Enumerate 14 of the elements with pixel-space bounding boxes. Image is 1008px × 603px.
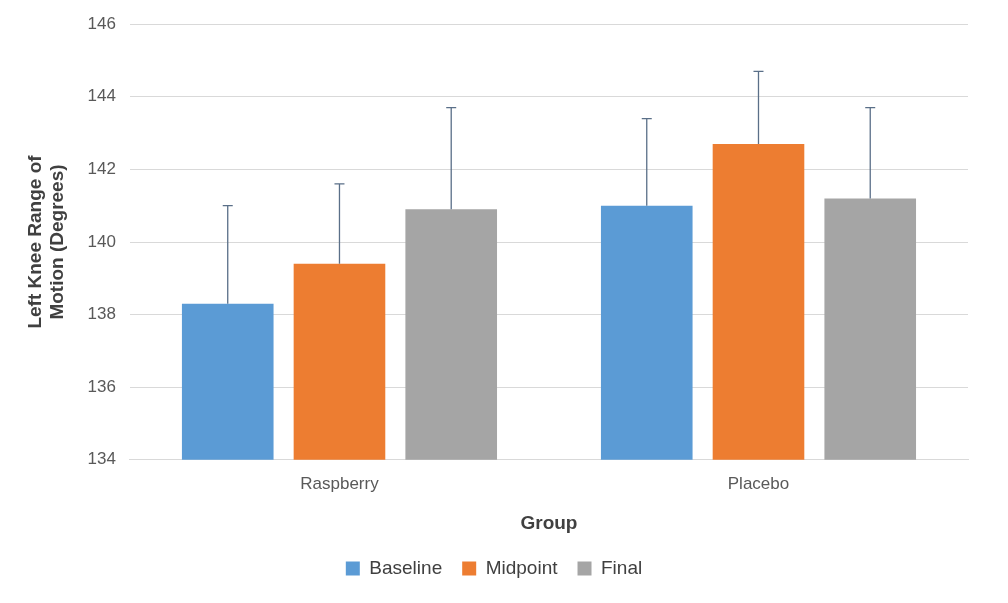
- y-tick-label: 142: [87, 159, 116, 179]
- y-tick-label: 138: [87, 304, 116, 324]
- x-tick-label: Placebo: [727, 473, 790, 493]
- y-tick-label: 134: [87, 449, 116, 469]
- y-tick-label: 144: [87, 86, 116, 106]
- y-tick-label: 146: [87, 13, 116, 33]
- legend-label: Baseline: [369, 556, 443, 578]
- legend-label: Midpoint: [485, 556, 559, 578]
- x-tick-label: Raspberry: [300, 473, 380, 493]
- legend-label: Final: [601, 556, 643, 578]
- y-tick-label: 140: [87, 231, 116, 251]
- y-tick-label: 136: [87, 376, 116, 396]
- x-axis-title: Group: [520, 511, 578, 533]
- y-axis-title: Left Knee Range of Motion (Degrees): [23, 154, 68, 329]
